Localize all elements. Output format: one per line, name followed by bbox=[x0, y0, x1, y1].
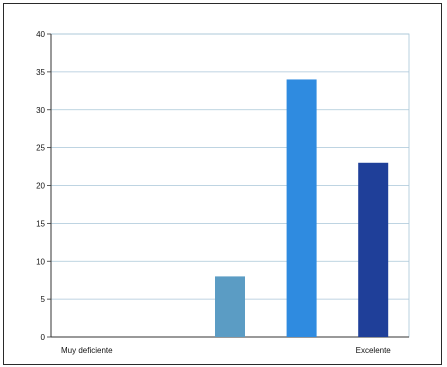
x-axis-labels: Muy deficiente Excelente bbox=[61, 346, 391, 355]
y-axis-ticks: 0 5 10 15 20 25 30 35 40 bbox=[36, 30, 409, 342]
y-tick-label: 25 bbox=[36, 144, 45, 153]
bar-4 bbox=[286, 79, 317, 337]
y-tick-label: 30 bbox=[36, 106, 45, 115]
gridlines bbox=[51, 33, 409, 300]
bar-5 bbox=[358, 162, 389, 337]
y-tick-label: 0 bbox=[41, 333, 46, 342]
y-tick-label: 10 bbox=[36, 257, 45, 266]
y-tick-label: 20 bbox=[36, 182, 45, 191]
y-tick-label: 40 bbox=[36, 30, 45, 39]
y-tick-label: 35 bbox=[36, 68, 45, 77]
x-category-label: Excelente bbox=[356, 346, 392, 355]
bars bbox=[215, 79, 389, 337]
chart-frame: 0 5 10 15 20 25 30 35 40 Muy deficiente Excelente bbox=[3, 3, 442, 365]
bar-chart: 0 5 10 15 20 25 30 35 40 Muy deficiente Excelente bbox=[36, 30, 410, 355]
bar-3 bbox=[215, 276, 245, 337]
y-tick-label: 5 bbox=[41, 295, 46, 304]
y-tick-label: 15 bbox=[36, 219, 45, 228]
x-category-label: Muy deficiente bbox=[61, 346, 113, 355]
